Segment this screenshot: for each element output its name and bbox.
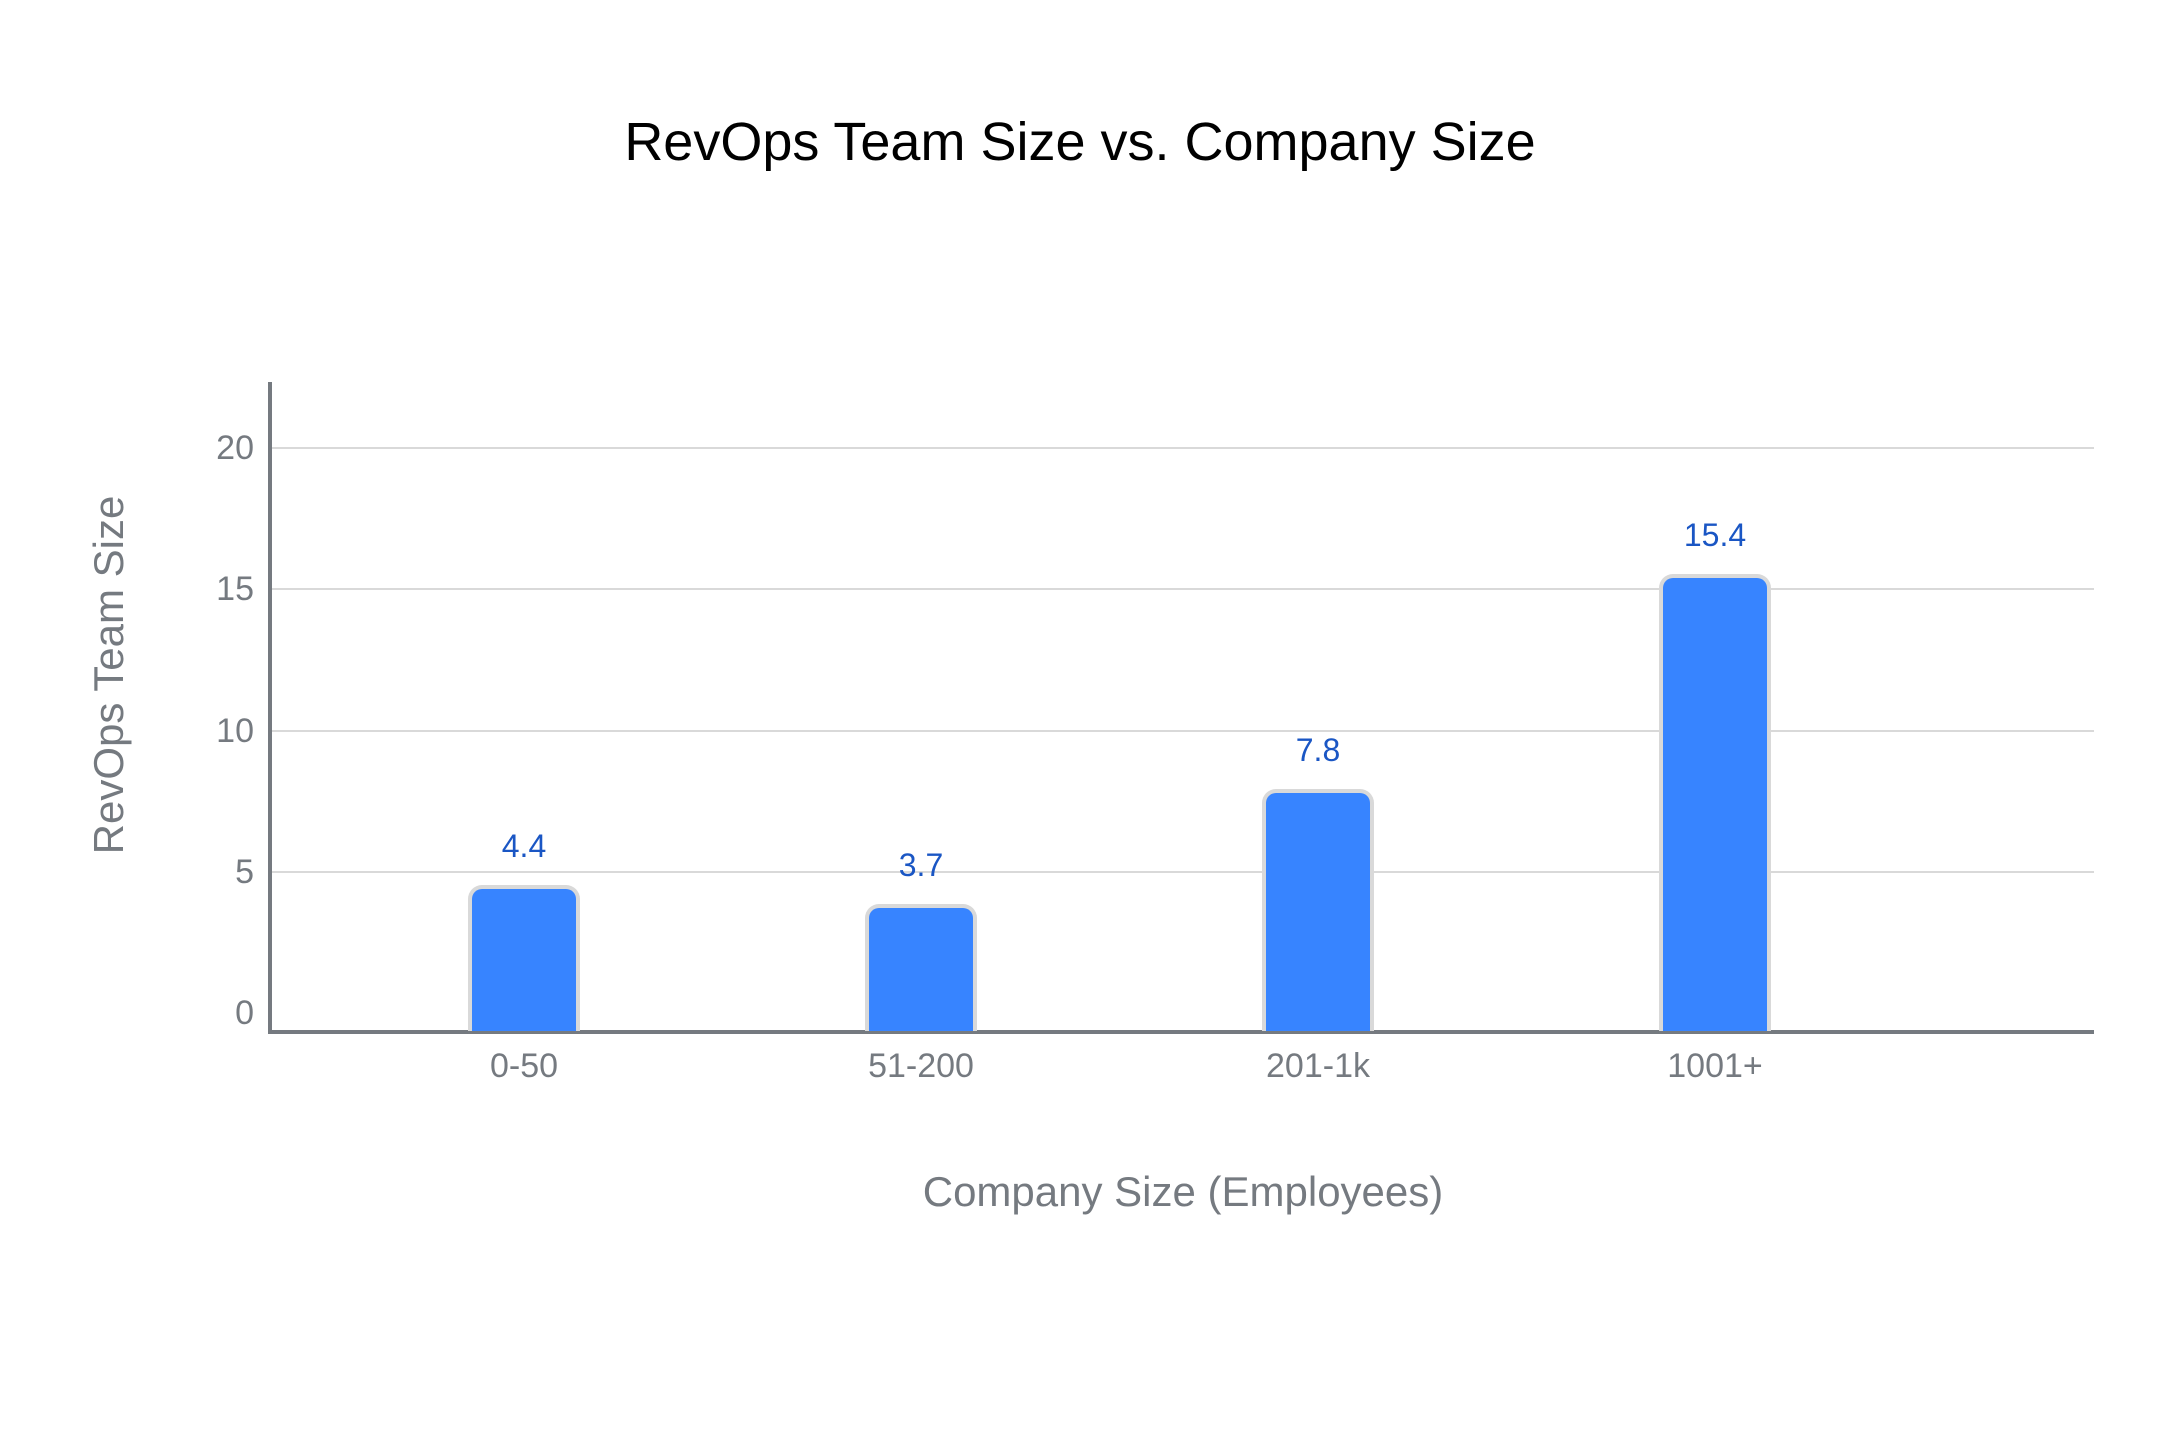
data-label: 15.4	[1683, 516, 1747, 553]
x-tick-label: 0-50	[489, 1047, 559, 1085]
y-tick-label: 0	[235, 994, 254, 1032]
y-tick-label: 15	[216, 570, 254, 609]
x-tick-label: 51-200	[868, 1047, 974, 1085]
x-tick-label: 201-1k	[1266, 1047, 1370, 1085]
y-axis-title: RevOps Team Size	[85, 495, 132, 855]
bar-51-200	[865, 904, 977, 1031]
y-tick-label: 10	[216, 711, 254, 750]
x-tick-label: 1001+	[1667, 1047, 1763, 1085]
gridline	[272, 729, 2094, 732]
x-axis-title: Company Size (Employees)	[922, 1168, 1444, 1215]
gridline	[272, 870, 2094, 873]
gridline	[272, 588, 2094, 591]
bar-201-1k	[1262, 788, 1374, 1031]
y-tick-label: 5	[235, 852, 254, 891]
y-axis-line	[268, 382, 272, 1033]
chart-title: RevOps Team Size vs. Company Size	[624, 112, 1536, 172]
data-label: 3.7	[898, 847, 944, 884]
data-label: 7.8	[1295, 731, 1341, 768]
bar-1001+	[1659, 573, 1771, 1031]
bar-0-50	[468, 884, 580, 1031]
x-axis-line	[268, 1030, 2094, 1034]
y-tick-label: 20	[216, 429, 254, 467]
gridline	[272, 447, 2094, 449]
data-label: 4.4	[501, 827, 547, 864]
